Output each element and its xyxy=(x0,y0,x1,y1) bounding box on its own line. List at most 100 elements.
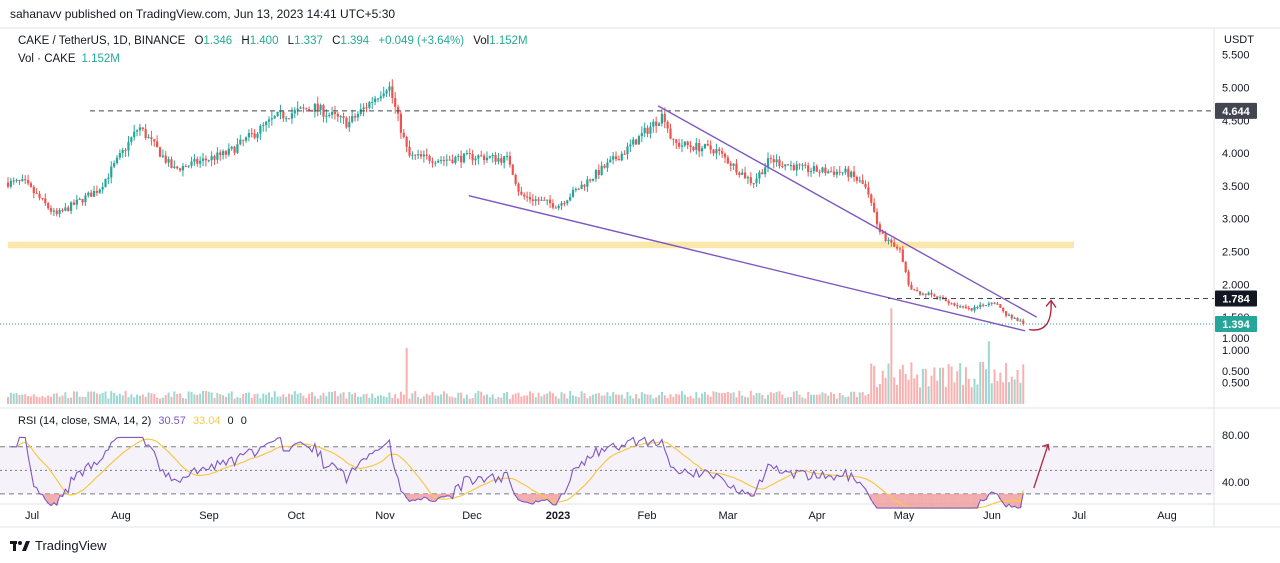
volume-bar-175 xyxy=(508,398,511,404)
volume-bar-109 xyxy=(319,395,322,404)
candle-body-337 xyxy=(973,307,976,311)
candle-body-334 xyxy=(964,306,968,308)
volume-bar-265 xyxy=(767,394,770,404)
candle-body-161 xyxy=(468,153,471,155)
candle-body-51 xyxy=(153,139,156,142)
candle-body-189 xyxy=(548,199,552,204)
candle-body-327 xyxy=(944,299,947,302)
price-tick-4: 3.500 xyxy=(1222,181,1250,193)
volume-bar-171 xyxy=(497,397,500,404)
candle-body-84 xyxy=(247,133,251,138)
candle-body-298 xyxy=(861,180,864,184)
volume-bar-14 xyxy=(47,395,50,404)
volume-bar-253 xyxy=(732,392,735,404)
candle-body-301 xyxy=(870,194,873,203)
candle-body-7 xyxy=(26,180,30,184)
volume-bar-193 xyxy=(560,392,563,404)
candle-body-352 xyxy=(1016,318,1019,321)
volume-bar-181 xyxy=(526,395,529,404)
volume-bar-41 xyxy=(124,390,127,404)
candle-body-263 xyxy=(761,172,764,175)
volume-bar-316 xyxy=(913,378,916,404)
candle-body-0 xyxy=(6,182,10,187)
volume-bar-61 xyxy=(181,398,184,404)
candle-body-184 xyxy=(534,199,537,201)
candle-body-169 xyxy=(491,154,494,157)
candle-body-60 xyxy=(178,168,182,171)
volume-bar-352 xyxy=(1016,369,1019,404)
candle-body-108 xyxy=(316,103,319,111)
candle-body-109 xyxy=(319,105,322,111)
volume-bar-124 xyxy=(362,394,365,404)
volume-bar-248 xyxy=(718,392,721,404)
volume-bar-250 xyxy=(724,392,726,404)
volume-bar-20 xyxy=(64,392,67,404)
candle-body-246 xyxy=(712,149,715,154)
candle-body-181 xyxy=(526,196,529,198)
candle-body-99 xyxy=(290,113,294,119)
volume-bar-54 xyxy=(161,397,164,404)
volume-bar-67 xyxy=(199,393,202,404)
candle-body-347 xyxy=(1002,307,1005,312)
volume-bar-24 xyxy=(75,391,78,404)
volume-bar-142 xyxy=(414,390,417,404)
candle-body-350 xyxy=(1010,314,1013,319)
volume-bar-284 xyxy=(821,392,824,404)
volume-bar-16 xyxy=(52,393,55,404)
volume-bar-153 xyxy=(445,393,448,404)
candle-body-325 xyxy=(939,297,942,299)
high-value: 1.400 xyxy=(249,35,279,47)
volume-bar-332 xyxy=(959,363,962,404)
volume-bar-218 xyxy=(632,398,635,404)
volume-bar-135 xyxy=(394,394,397,404)
rsi-ma-value: 33.04 xyxy=(192,415,221,427)
low-value: 1.337 xyxy=(294,35,323,47)
candle-body-217 xyxy=(629,144,632,147)
candle-body-107 xyxy=(313,103,316,112)
volume-bar-211 xyxy=(612,392,615,404)
candle-body-228 xyxy=(660,113,664,124)
volume-bar-206 xyxy=(597,392,600,404)
candle-body-142 xyxy=(414,154,417,156)
volume-row-value: 1.152M xyxy=(81,53,120,65)
candle-body-170 xyxy=(494,154,497,162)
volume-bar-119 xyxy=(348,391,351,404)
volume-bar-252 xyxy=(729,393,732,404)
volume-bar-73 xyxy=(216,393,219,404)
price-axis-currency[interactable]: USDT xyxy=(1224,34,1254,46)
candle-body-340 xyxy=(982,304,985,306)
candle-body-19 xyxy=(61,209,64,211)
volume-bar-288 xyxy=(832,394,835,404)
candle-body-204 xyxy=(591,178,595,181)
symbol-name[interactable]: CAKE / TetherUS, 1D, BINANCE xyxy=(18,35,186,47)
candle-body-91 xyxy=(267,119,271,122)
candle-body-343 xyxy=(990,302,993,304)
volume-legend[interactable]: Vol · CAKE 1.152M xyxy=(18,53,120,65)
rsi-legend[interactable]: RSI (14, close, SMA, 14, 2) 30.57 33.04 … xyxy=(18,415,247,427)
candle-body-127 xyxy=(371,102,374,104)
candle-body-266 xyxy=(769,158,772,160)
candle-body-239 xyxy=(692,147,695,151)
candle-body-68 xyxy=(201,158,205,161)
volume-bar-108 xyxy=(316,398,319,404)
candle-body-200 xyxy=(580,184,583,189)
candle-body-348 xyxy=(1004,311,1008,316)
volume-bar-164 xyxy=(477,390,480,404)
volume-bar-144 xyxy=(419,398,422,404)
candle-body-151 xyxy=(439,160,443,162)
rsi-arrow-line xyxy=(1033,444,1049,489)
candle-body-183 xyxy=(531,199,534,201)
candle-body-178 xyxy=(517,183,520,192)
volume-bar-187 xyxy=(543,394,546,404)
volume-bar-53 xyxy=(159,398,162,404)
candle-body-242 xyxy=(700,148,704,152)
volume-bar-27 xyxy=(84,396,87,404)
time-tick-3: Oct xyxy=(287,510,304,522)
volume-bar-158 xyxy=(460,392,463,404)
candle-body-6 xyxy=(24,179,27,181)
volume-bar-49 xyxy=(147,392,150,404)
time-tick-2: Sep xyxy=(199,510,219,522)
candle-body-254 xyxy=(735,163,738,173)
close-label: C xyxy=(332,35,341,47)
